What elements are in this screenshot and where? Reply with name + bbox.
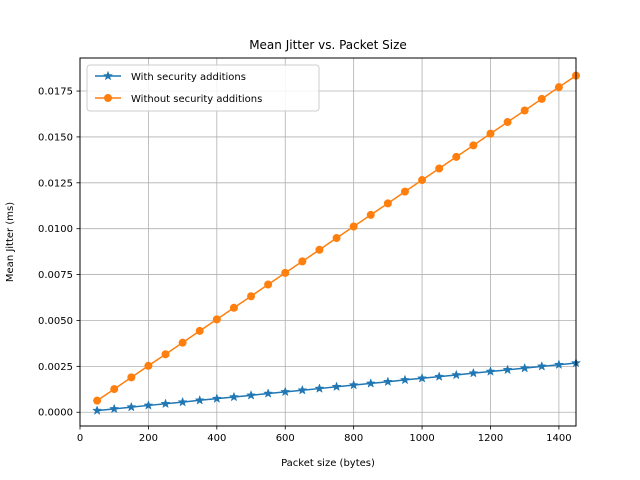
data-point-0 <box>126 401 137 412</box>
data-point-1 <box>537 94 546 103</box>
data-point-0 <box>263 388 274 398</box>
data-point-1 <box>366 210 375 219</box>
data-point-0 <box>194 394 205 405</box>
legend-marker-without-security <box>104 94 112 102</box>
data-point-0 <box>160 398 171 409</box>
grid <box>79 58 576 426</box>
data-point-0 <box>331 381 342 392</box>
data-point-0 <box>382 376 393 387</box>
data-point-0 <box>536 361 547 371</box>
x-tick-label: 800 <box>344 433 363 444</box>
data-point-1 <box>212 315 221 324</box>
y-tick-label: 0.0125 <box>38 178 73 189</box>
data-point-1 <box>247 292 256 301</box>
data-point-1 <box>400 187 409 196</box>
data-point-1 <box>554 83 563 92</box>
data-point-1 <box>503 118 512 127</box>
data-point-1 <box>195 326 204 335</box>
data-point-0 <box>92 405 103 415</box>
data-point-1 <box>229 303 238 312</box>
x-tick-label: 600 <box>276 433 295 444</box>
data-point-0 <box>468 367 479 378</box>
data-point-0 <box>485 366 496 376</box>
data-point-1 <box>349 222 358 231</box>
data-point-1 <box>469 141 478 150</box>
data-point-0 <box>297 384 308 395</box>
legend-label-with-security: With security additions <box>131 72 246 83</box>
x-tick-label: 1200 <box>478 433 503 444</box>
x-tick-label: 400 <box>207 433 226 444</box>
data-point-1 <box>127 373 136 382</box>
data-point-1 <box>486 129 495 138</box>
chart-title: Mean Jitter vs. Packet Size <box>249 38 407 52</box>
y-tick-label: 0.0175 <box>38 87 73 98</box>
data-point-1 <box>178 338 187 347</box>
data-point-0 <box>314 383 325 393</box>
data-point-0 <box>109 403 120 414</box>
legend: With security additions Without security… <box>86 64 320 112</box>
data-point-0 <box>365 378 376 388</box>
data-point-1 <box>281 268 290 277</box>
data-point-1 <box>452 152 461 161</box>
legend-marker-shape <box>102 70 114 81</box>
data-point-1 <box>161 350 170 359</box>
data-point-0 <box>519 362 530 373</box>
data-point-1 <box>264 280 273 289</box>
data-point-1 <box>315 245 324 254</box>
data-point-0 <box>502 364 513 375</box>
y-tick-label: 0.0000 <box>38 408 73 419</box>
data-point-1 <box>110 385 119 394</box>
data-point-0 <box>211 393 222 403</box>
data-point-0 <box>399 374 411 385</box>
data-point-0 <box>177 396 188 407</box>
x-axis: 0 200 400 600 800 1000 1200 1400 <box>77 426 572 444</box>
y-axis: 0.0000 0.0025 0.0050 0.0075 0.0100 0.0125 0.01… <box>38 87 80 419</box>
data-point-1 <box>383 199 392 208</box>
plot-frame <box>79 57 577 427</box>
plot-series <box>92 71 582 415</box>
y-axis-label: Mean Jitter (ms) <box>5 202 16 282</box>
legend-box <box>86 64 320 112</box>
legend-marker-shape <box>104 94 112 102</box>
x-tick-label: 200 <box>139 433 158 444</box>
data-point-0 <box>451 369 462 380</box>
data-point-1 <box>93 396 102 405</box>
x-tick-label: 1400 <box>546 433 571 444</box>
y-tick-label: 0.0150 <box>38 132 73 143</box>
data-point-0 <box>434 371 445 381</box>
data-point-0 <box>245 390 257 400</box>
y-tick-label: 0.0050 <box>38 316 73 327</box>
y-tick-label: 0.0075 <box>38 270 73 281</box>
data-point-1 <box>144 361 153 370</box>
data-point-1 <box>435 164 444 173</box>
data-point-0 <box>228 391 240 402</box>
legend-label-without-security: Without security additions <box>131 94 262 105</box>
y-tick-label: 0.0100 <box>38 224 73 235</box>
data-point-1 <box>520 106 529 115</box>
legend-marker-with-security <box>102 70 114 81</box>
y-tick-label: 0.0025 <box>38 362 73 373</box>
data-point-0 <box>553 359 564 370</box>
data-point-0 <box>143 400 154 410</box>
data-point-1 <box>418 176 427 185</box>
x-tick-label: 0 <box>77 433 83 444</box>
x-tick-label: 1000 <box>409 433 434 444</box>
data-point-1 <box>332 234 341 243</box>
x-axis-label: Packet size (bytes) <box>281 458 375 469</box>
data-point-0 <box>280 386 291 397</box>
data-point-0 <box>416 372 428 383</box>
data-point-0 <box>348 379 359 390</box>
data-point-1 <box>298 257 307 266</box>
